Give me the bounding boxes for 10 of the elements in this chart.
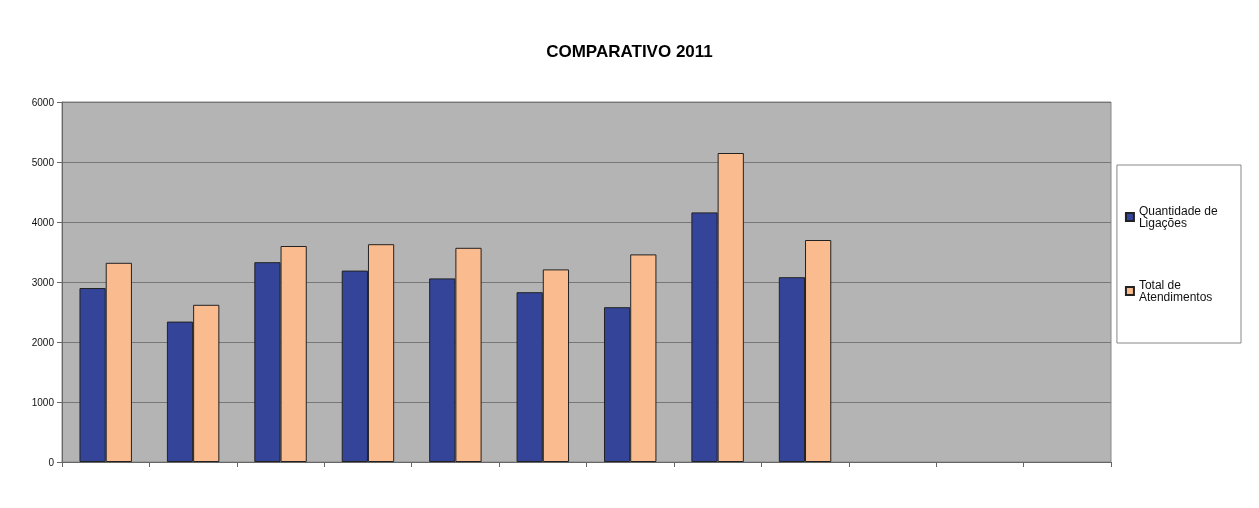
chart-title: COMPARATIVO 2011	[546, 42, 713, 61]
legend-label: Quantidade de Ligações	[1138, 204, 1222, 230]
y-tick-label: 2000	[31, 336, 55, 348]
y-tick-label: 1000	[31, 396, 55, 408]
legend-label: Total de Atendimentos	[1138, 278, 1213, 304]
y-tick-label: 5000	[31, 156, 55, 168]
y-tick-label: 3000	[31, 276, 55, 288]
y-tick-label: 0	[48, 456, 55, 468]
y-tick-label: 4000	[31, 216, 55, 228]
y-tick-label: 6000	[31, 96, 55, 108]
